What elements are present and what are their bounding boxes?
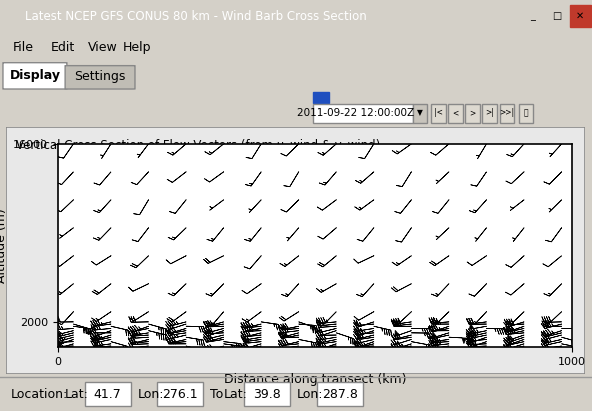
Text: View: View	[88, 41, 117, 54]
Text: <: <	[452, 108, 459, 117]
Text: 41.7: 41.7	[94, 388, 121, 401]
Text: 39.8: 39.8	[253, 388, 281, 401]
Bar	[570, 5, 591, 27]
Text: Vertical Cross Section of Flow Vectors (from u_wind & v_wind): Vertical Cross Section of Flow Vectors (…	[17, 139, 381, 152]
Bar	[500, 104, 514, 122]
Bar	[313, 92, 329, 102]
FancyBboxPatch shape	[65, 66, 135, 89]
Text: |<: |<	[434, 108, 443, 117]
Bar	[448, 104, 463, 122]
Bar	[431, 104, 446, 122]
Bar	[465, 104, 480, 122]
Bar	[482, 104, 497, 122]
Bar	[519, 104, 533, 122]
Text: Lon:: Lon:	[297, 388, 324, 401]
Bar	[244, 381, 290, 406]
Text: >: >	[469, 108, 476, 117]
Text: _: _	[530, 11, 535, 21]
Bar	[413, 104, 427, 122]
Text: Help: Help	[123, 41, 152, 54]
Bar	[157, 381, 203, 406]
Bar	[546, 5, 567, 27]
Text: Lat:: Lat:	[224, 388, 247, 401]
Text: Display: Display	[9, 69, 60, 82]
Text: Settings: Settings	[75, 70, 126, 83]
Bar	[522, 5, 543, 27]
X-axis label: Distance along transect (km): Distance along transect (km)	[224, 373, 406, 386]
Text: Location:: Location:	[11, 388, 68, 401]
Text: ▼: ▼	[417, 108, 423, 117]
Text: Lon:: Lon:	[137, 388, 164, 401]
Bar	[313, 104, 413, 122]
Text: ✕: ✕	[576, 11, 584, 21]
Text: Edit: Edit	[50, 41, 75, 54]
Text: ⓘ: ⓘ	[524, 108, 528, 117]
Text: To: To	[210, 388, 223, 401]
Text: □: □	[552, 11, 561, 21]
Text: Lat:: Lat:	[65, 388, 89, 401]
Text: >>|: >>|	[500, 108, 514, 117]
Text: 276.1: 276.1	[162, 388, 198, 401]
Text: Latest NCEP GFS CONUS 80 km - Wind Barb Cross Section: Latest NCEP GFS CONUS 80 km - Wind Barb …	[25, 9, 366, 23]
Bar	[85, 381, 131, 406]
Text: File: File	[13, 41, 34, 54]
Y-axis label: Altitude (m): Altitude (m)	[0, 208, 8, 283]
Text: 287.8: 287.8	[322, 388, 358, 401]
FancyBboxPatch shape	[3, 63, 67, 89]
Text: >|: >|	[485, 108, 494, 117]
Bar	[317, 381, 363, 406]
Text: 2011-09-22 12:00:00Z: 2011-09-22 12:00:00Z	[297, 108, 414, 118]
